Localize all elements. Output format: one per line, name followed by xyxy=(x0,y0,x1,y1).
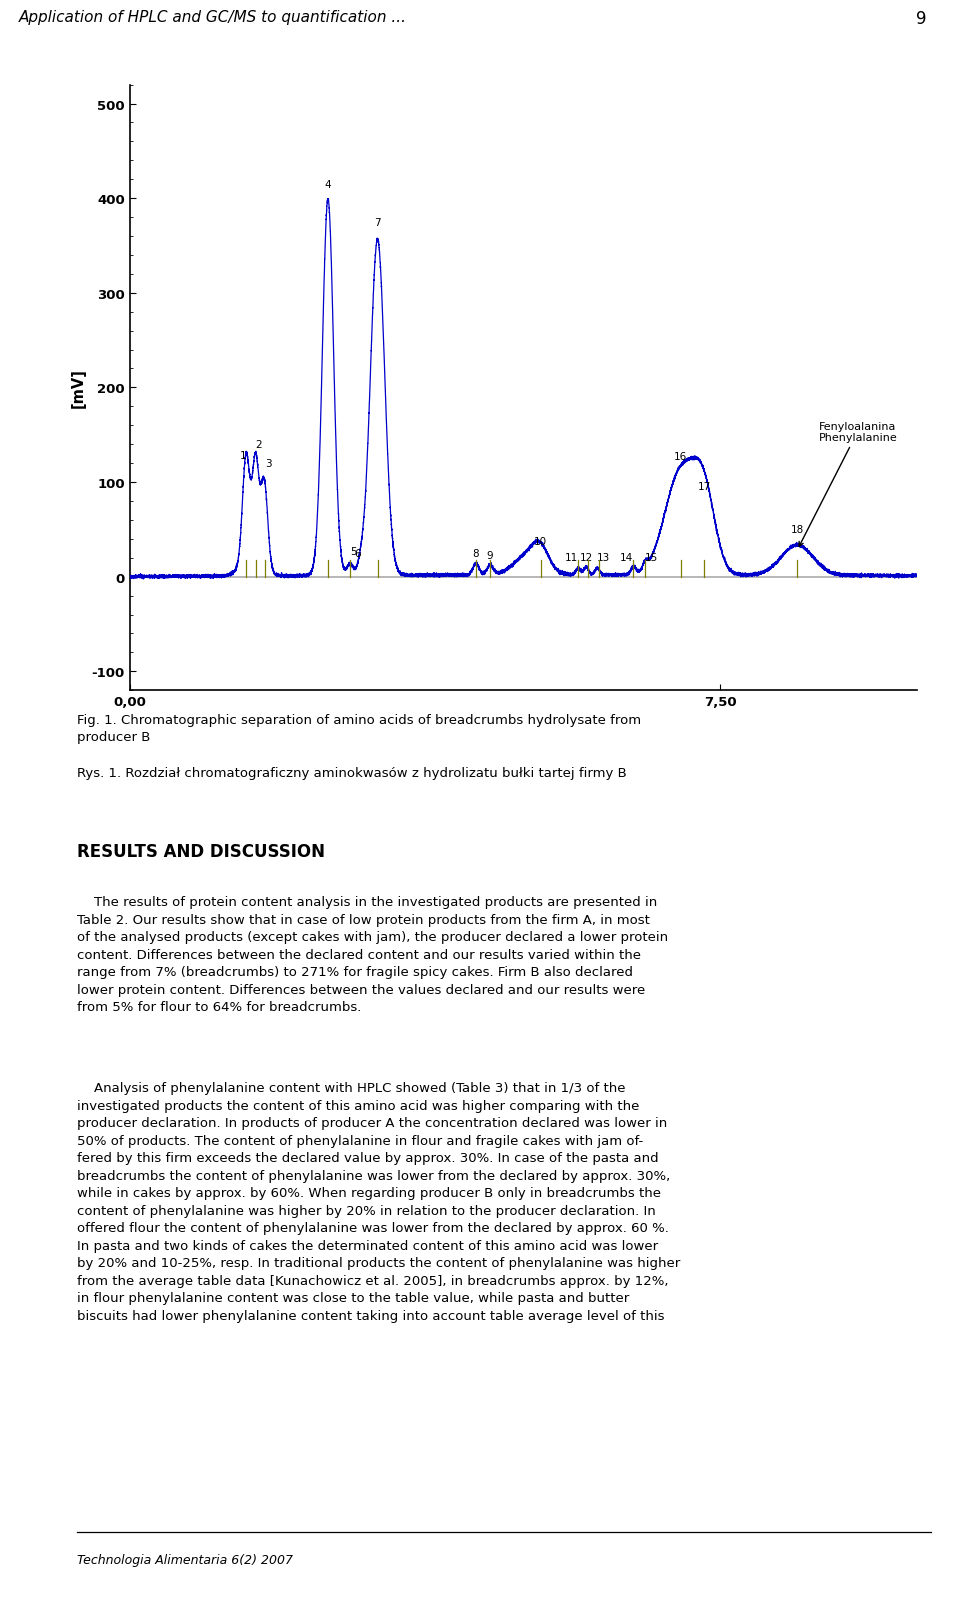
Text: 3: 3 xyxy=(265,458,272,468)
Text: 5: 5 xyxy=(350,547,357,557)
Text: 6: 6 xyxy=(354,549,361,558)
Text: 8: 8 xyxy=(472,549,479,558)
Text: Analysis of phenylalanine content with HPLC showed (Table 3) that in 1/3 of the
: Analysis of phenylalanine content with H… xyxy=(77,1081,680,1322)
Text: 2: 2 xyxy=(255,439,262,450)
Text: Rys. 1. Rozdział chromatograficzny aminokwasów z hydrolizatu bułki tartej firmy : Rys. 1. Rozdział chromatograficzny amino… xyxy=(77,767,627,780)
Text: 14: 14 xyxy=(620,552,634,562)
Text: 15: 15 xyxy=(645,552,659,562)
Text: 7: 7 xyxy=(374,218,381,228)
Text: Application of HPLC and GC/MS to quantification ...: Application of HPLC and GC/MS to quantif… xyxy=(19,11,407,26)
Text: 10: 10 xyxy=(534,537,547,547)
Text: 11: 11 xyxy=(565,552,578,562)
Text: 4: 4 xyxy=(324,179,331,189)
Text: The results of protein content analysis in the investigated products are present: The results of protein content analysis … xyxy=(77,896,668,1014)
Text: 16: 16 xyxy=(674,452,687,462)
Text: 9: 9 xyxy=(916,11,926,29)
Text: RESULTS AND DISCUSSION: RESULTS AND DISCUSSION xyxy=(77,843,324,860)
Text: 18: 18 xyxy=(790,525,804,534)
Text: 9: 9 xyxy=(487,550,493,560)
Text: 12: 12 xyxy=(580,552,593,562)
Text: Fig. 1. Chromatographic separation of amino acids of breadcrumbs hydrolysate fro: Fig. 1. Chromatographic separation of am… xyxy=(77,713,641,744)
Text: 1: 1 xyxy=(239,450,246,462)
Text: 13: 13 xyxy=(597,552,611,562)
Text: 17: 17 xyxy=(698,483,711,492)
Text: Fenyloalanina
Phenylalanine: Fenyloalanina Phenylalanine xyxy=(799,421,898,547)
Y-axis label: [mV]: [mV] xyxy=(71,368,86,408)
Text: Technologia Alimentaria 6(2) 2007: Technologia Alimentaria 6(2) 2007 xyxy=(77,1553,293,1566)
